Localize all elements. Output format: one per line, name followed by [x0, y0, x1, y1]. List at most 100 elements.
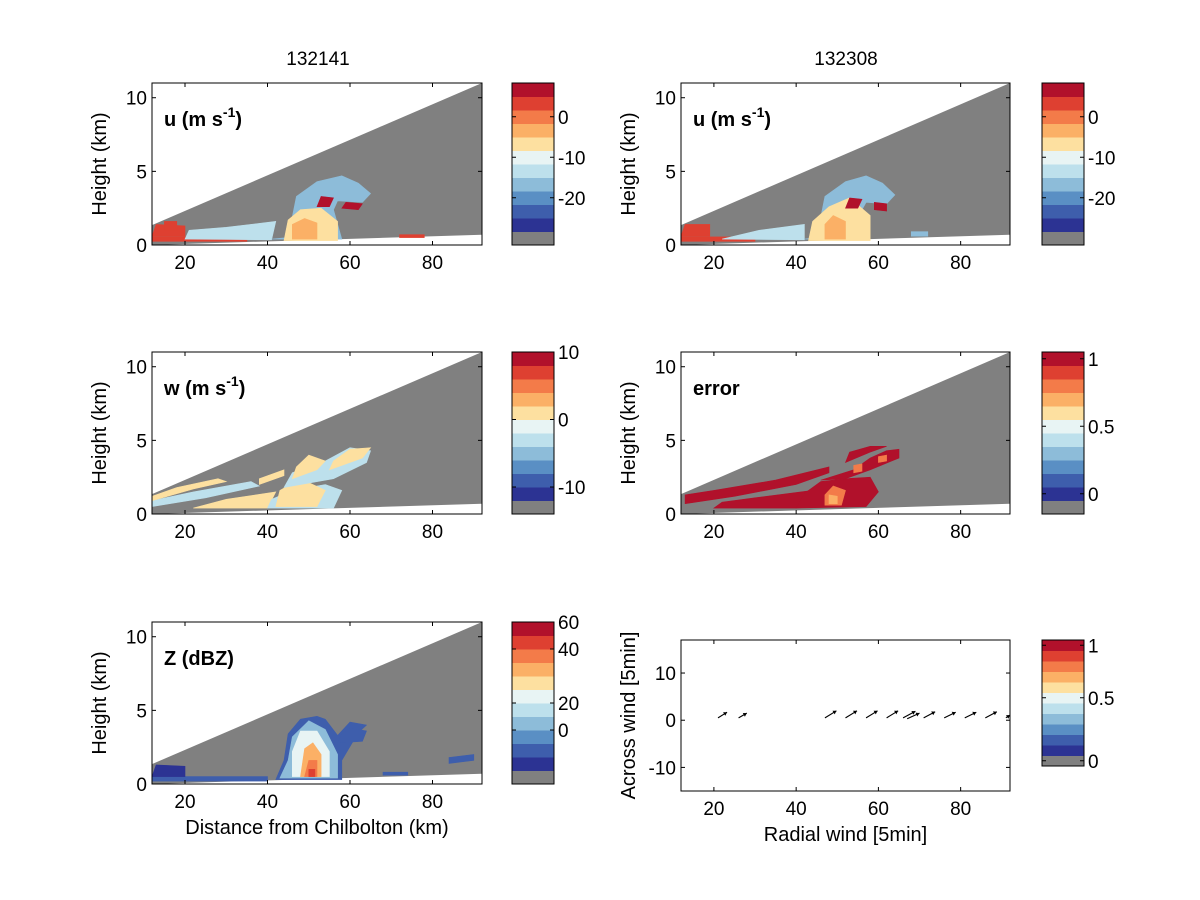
y-tick-label: 5 [136, 701, 147, 722]
colorbar-frame [1041, 82, 1085, 246]
colorbar-swatch [1042, 204, 1084, 219]
panel-label-sup: -1 [752, 104, 765, 120]
x-tick-label: 40 [786, 253, 807, 274]
x-tick-label: 80 [950, 799, 971, 820]
data-region [712, 489, 814, 509]
colorbar-swatch [1042, 640, 1084, 651]
colorbar-swatch [1042, 661, 1084, 672]
colorbar-swatch [1042, 123, 1084, 138]
colorbar-swatch [512, 460, 554, 474]
colorbar-swatch [512, 352, 554, 366]
colorbar-frame [1041, 639, 1085, 767]
y-tick-label: 0 [665, 711, 676, 732]
colorbar-swatch [512, 676, 554, 690]
colorbar-tick-label: 1 [1088, 636, 1099, 657]
colorbar-swatch [512, 137, 554, 151]
x-tick-label: 60 [339, 253, 360, 274]
colorbar-tick-label: 10 [558, 343, 579, 364]
panel-label-w-left: w (m s-1) [163, 373, 245, 400]
colorbar-swatch [1042, 177, 1084, 192]
y-tick-label: 5 [665, 162, 676, 183]
colorbar-swatch [512, 635, 554, 650]
title-right: 132308 [814, 49, 877, 70]
colorbar-swatch [512, 703, 554, 717]
colorbar-swatch [512, 500, 554, 515]
panel-label-sup: -1 [226, 373, 239, 389]
wind-vector-head [873, 710, 878, 715]
y-axis-label: Height (km) [618, 381, 640, 484]
colorbar-swatch [512, 730, 554, 744]
colorbar-tick-label: 0.5 [1088, 417, 1114, 438]
x-tick-label: 80 [422, 253, 443, 274]
axes-frame [680, 82, 1011, 246]
x-tick-label: 60 [868, 253, 889, 274]
colorbar-swatch [512, 446, 554, 461]
colorbar-tick-label: 20 [558, 694, 579, 715]
panel-label-u-left: u (m s-1) [164, 104, 242, 131]
x-tick-label: 60 [868, 522, 889, 543]
colorbar-tick-label: 0.5 [1088, 689, 1114, 710]
colorbar-swatch [512, 662, 554, 677]
x-tick-label: 20 [703, 522, 724, 543]
radar-mask-sector [152, 622, 482, 784]
colorbar-wind-right: 10.50 [1041, 636, 1114, 773]
wind-vector-head [1006, 715, 1010, 719]
x-tick-label: 60 [868, 799, 889, 820]
x-axis-label: Distance from Chilbolton (km) [185, 817, 448, 839]
colorbar-tick-label: -10 [558, 148, 585, 169]
colorbar-swatch [512, 231, 554, 246]
plot-area-wind-right [717, 710, 1010, 720]
colorbar-swatch [512, 743, 554, 758]
data-region [193, 491, 277, 509]
data-region [275, 478, 326, 507]
colorbar-tick-label: 0 [1088, 752, 1099, 773]
data-region [341, 201, 363, 211]
data-region [448, 754, 475, 764]
data-region [844, 445, 887, 464]
colorbar-swatch [512, 433, 554, 447]
colorbar-u-left: 0 -10 -20 [511, 82, 585, 246]
x-tick-label: 60 [339, 792, 360, 813]
colorbar-frame [511, 82, 555, 246]
colorbar-swatch [1042, 500, 1084, 515]
panel-label-end: ) [239, 378, 246, 400]
y-axis-label: Height (km) [89, 651, 111, 754]
wind-vector-head [894, 710, 899, 715]
data-region [337, 727, 367, 744]
x-axis-label: Radial wind [5min] [764, 824, 927, 846]
colorbar-swatch [512, 757, 554, 771]
x-tick-label: 20 [703, 799, 724, 820]
y-tick-label: 5 [665, 431, 676, 452]
plot-area-w-left [152, 352, 482, 514]
data-region [878, 454, 887, 463]
x-tick-label: 20 [703, 253, 724, 274]
colorbar-swatch [512, 770, 554, 785]
x-tick-label: 40 [257, 522, 278, 543]
x-tick-label: 20 [174, 253, 195, 274]
panel-u-left: 20 40 60 80 0 5 10 u (m s-1) Height (km) 0 -10 -20 [89, 82, 585, 274]
data-region [845, 197, 863, 209]
y-tick-label: 5 [136, 431, 147, 452]
colorbar-swatch [1042, 218, 1084, 232]
colorbar-z-left: 60 40 20 0 [511, 613, 579, 785]
y-tick-label: 10 [655, 89, 676, 110]
y-tick-label: 10 [126, 628, 147, 649]
panel-label-main: u (m s [693, 109, 752, 131]
colorbar-swatch [512, 649, 554, 663]
data-region [316, 196, 334, 207]
x-tick-label: 40 [257, 792, 278, 813]
colorbar-swatch [1042, 473, 1084, 488]
plot-area-u-left [152, 83, 482, 245]
data-region [722, 224, 805, 241]
colorbar-swatch [512, 218, 554, 232]
axes-frame [151, 621, 483, 785]
y-tick-label: 10 [126, 89, 147, 110]
colorbar-swatch [1042, 446, 1084, 461]
colorbar-swatch [1042, 392, 1084, 407]
x-tick-label: 20 [174, 792, 195, 813]
colorbar-swatch [1042, 692, 1084, 704]
colorbar-swatch [1042, 231, 1084, 246]
x-tick-label: 60 [339, 522, 360, 543]
y-tick-label: 0 [136, 505, 147, 526]
